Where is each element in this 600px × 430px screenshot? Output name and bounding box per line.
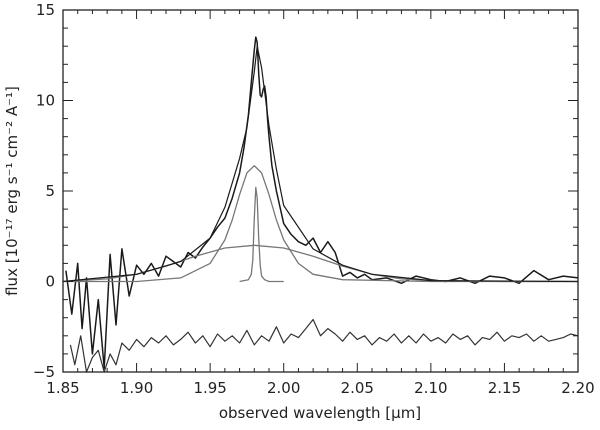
x-tick-label: 1.85 xyxy=(46,379,79,397)
y-tick-label: −5 xyxy=(33,363,55,381)
x-axis-label: observed wavelength [μm] xyxy=(219,404,421,422)
x-tick-label: 1.95 xyxy=(193,379,226,397)
x-tick-label: 2.00 xyxy=(267,379,300,397)
y-axis-label: flux [10⁻¹⁷ erg s⁻¹ cm⁻² A⁻¹] xyxy=(3,86,21,296)
y-tick-label: 0 xyxy=(45,273,55,291)
y-tick-label: 5 xyxy=(45,182,55,200)
series-line-spectrum xyxy=(65,36,579,370)
tick-labels-layer: 1.85 1.90 1.95 2.00 2.05 2.10 2.15 2.20 −5 0 5 10 15 xyxy=(33,1,595,397)
x-tick-label: 2.15 xyxy=(488,379,521,397)
x-tick-label: 2.10 xyxy=(414,379,447,397)
plot-frame xyxy=(62,9,579,373)
x-tick-label: 2.05 xyxy=(341,379,374,397)
series-layer xyxy=(62,36,579,373)
x-tick-label: 1.90 xyxy=(120,379,153,397)
y-tick-label: 15 xyxy=(36,1,55,19)
ticks-layer xyxy=(62,9,579,373)
series-line-total-fit xyxy=(62,45,579,283)
y-tick-label: 10 xyxy=(36,92,55,110)
x-tick-label: 2.20 xyxy=(561,379,594,397)
series-line-intermediate-component xyxy=(63,165,578,283)
series-line-narrow-component xyxy=(239,186,284,283)
series-line-residual xyxy=(69,318,579,373)
